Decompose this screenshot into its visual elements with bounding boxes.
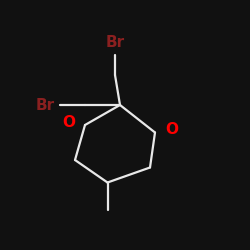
Text: O: O xyxy=(62,115,75,130)
Text: Br: Br xyxy=(36,98,55,112)
Text: O: O xyxy=(165,122,178,138)
Text: Br: Br xyxy=(106,35,124,50)
